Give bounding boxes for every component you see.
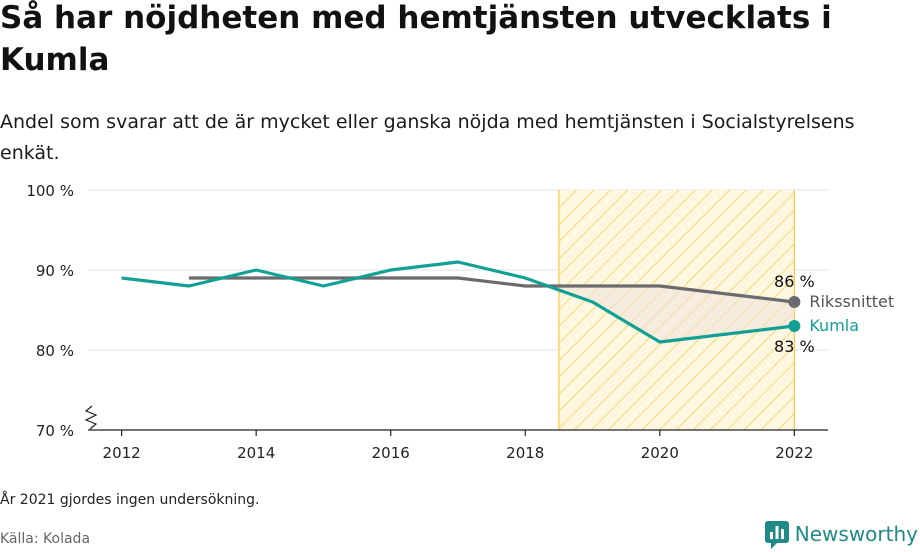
gap-shading [548,286,795,342]
x-tick-label: 2020 [641,444,679,462]
series-line [121,260,795,344]
x-tick-label: 2018 [506,444,544,462]
chart-title: Så har nöjdheten med hemtjänsten utveckl… [0,0,832,78]
footnote: År 2021 gjordes ingen undersökning. [0,492,260,508]
source-text: Källa: Kolada [0,531,91,547]
series-end-marker [788,320,801,332]
y-tick-label: 90 % [36,262,74,280]
series-end-marker [788,296,801,308]
y-tick-label: 70 % [36,422,74,440]
axis-break-icon [84,405,98,430]
x-tick-label: 2012 [103,444,141,462]
series-value-label: 83 % [774,337,815,356]
y-tick-label: 80 % [36,342,74,360]
series-line [188,276,795,304]
brand-name: Newsworthy [794,522,918,546]
series-value-label: 86 % [774,272,815,291]
bar-chart-speech-bubble-icon [764,521,789,549]
y-tick-label: 100 % [26,182,74,200]
x-tick-label: 2016 [372,444,410,462]
series-name-label: Kumla [809,316,859,335]
line-chart: 2012 2014 2016 2018 2020 2022 100 % 90 % 80 % 70 … [26,182,894,462]
chart-subtitle: Andel som svarar att de är mycket eller … [0,111,855,164]
brand-logo[interactable]: Newsworthy [764,519,918,549]
series-name-label: Rikssnittet [809,292,894,311]
x-tick-label: 2014 [237,444,275,462]
x-tick-label: 2022 [775,444,813,462]
